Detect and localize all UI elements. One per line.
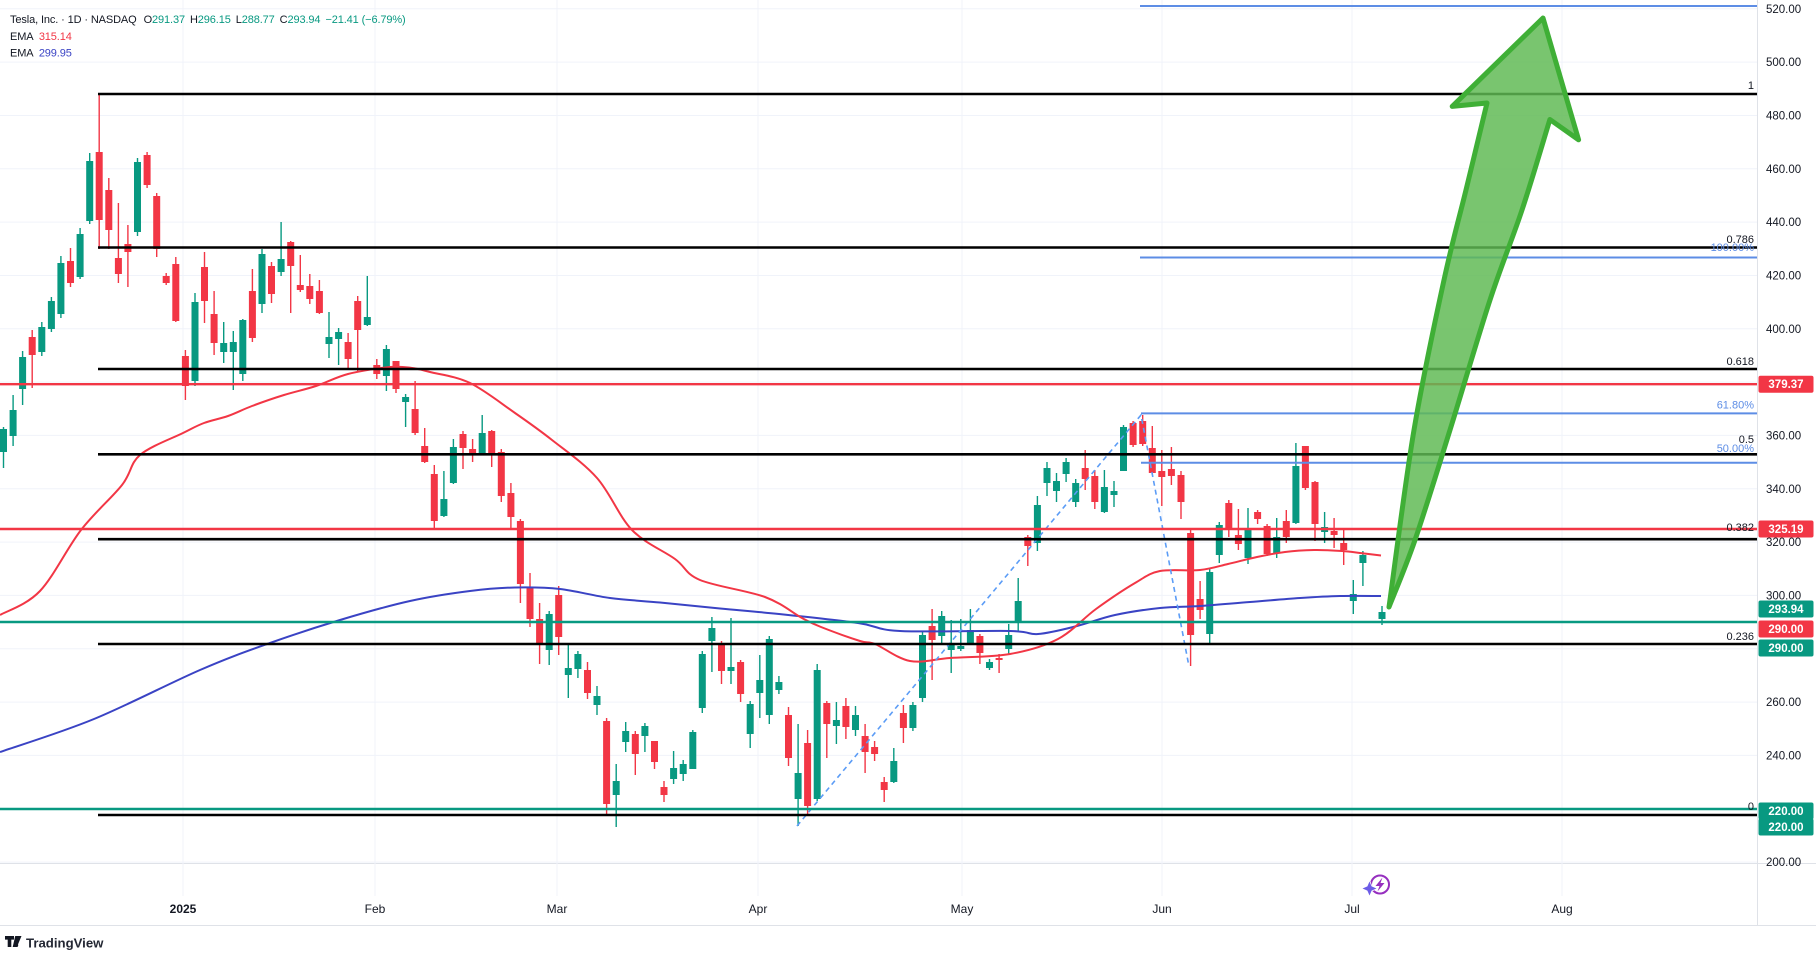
svg-text:500.00: 500.00 xyxy=(1766,57,1801,69)
svg-text:325.19: 325.19 xyxy=(1768,524,1803,536)
svg-text:290.00: 290.00 xyxy=(1768,624,1803,636)
svg-text:0.618: 0.618 xyxy=(1726,356,1754,368)
svg-text:100.00%: 100.00% xyxy=(1711,242,1755,254)
svg-text:460.00: 460.00 xyxy=(1766,164,1801,176)
svg-text:0.382: 0.382 xyxy=(1726,522,1754,534)
svg-text:220.00: 220.00 xyxy=(1768,806,1803,818)
svg-text:200.00: 200.00 xyxy=(1766,857,1801,869)
svg-text:Jun: Jun xyxy=(1152,902,1171,916)
svg-text:300.00: 300.00 xyxy=(1766,590,1801,602)
svg-text:EMA 315.14: EMA 315.14 xyxy=(10,31,72,43)
svg-text:220.00: 220.00 xyxy=(1768,822,1803,834)
svg-text:1: 1 xyxy=(1748,80,1754,92)
svg-text:Mar: Mar xyxy=(547,902,568,916)
svg-text:50.00%: 50.00% xyxy=(1717,443,1755,455)
svg-text:61.80%: 61.80% xyxy=(1717,400,1755,412)
svg-text:Feb: Feb xyxy=(365,902,386,916)
svg-text:520.00: 520.00 xyxy=(1766,4,1801,16)
svg-text:TradingView: TradingView xyxy=(26,936,104,951)
svg-text:379.37: 379.37 xyxy=(1768,379,1803,391)
svg-text:340.00: 340.00 xyxy=(1766,484,1801,496)
svg-text:480.00: 480.00 xyxy=(1766,111,1801,123)
svg-text:Jul: Jul xyxy=(1344,902,1359,916)
svg-text:290.00: 290.00 xyxy=(1768,643,1803,655)
svg-text:2025: 2025 xyxy=(170,902,197,916)
svg-text:0.236: 0.236 xyxy=(1726,631,1754,643)
svg-text:293.94: 293.94 xyxy=(1768,604,1804,616)
svg-text:260.00: 260.00 xyxy=(1766,697,1801,709)
svg-text:EMA 299.95: EMA 299.95 xyxy=(10,48,72,60)
svg-text:0.786: 0.786 xyxy=(1726,234,1754,246)
svg-text:400.00: 400.00 xyxy=(1766,324,1801,336)
svg-text:320.00: 320.00 xyxy=(1766,537,1801,549)
svg-text:0.5: 0.5 xyxy=(1739,434,1754,446)
svg-text:Aug: Aug xyxy=(1551,902,1572,916)
svg-text:420.00: 420.00 xyxy=(1766,271,1801,283)
svg-text:240.00: 240.00 xyxy=(1766,750,1801,762)
svg-text:440.00: 440.00 xyxy=(1766,217,1801,229)
svg-text:May: May xyxy=(951,902,974,916)
svg-text:Apr: Apr xyxy=(749,902,768,916)
svg-text:0: 0 xyxy=(1748,801,1754,813)
svg-text:360.00: 360.00 xyxy=(1766,430,1801,442)
